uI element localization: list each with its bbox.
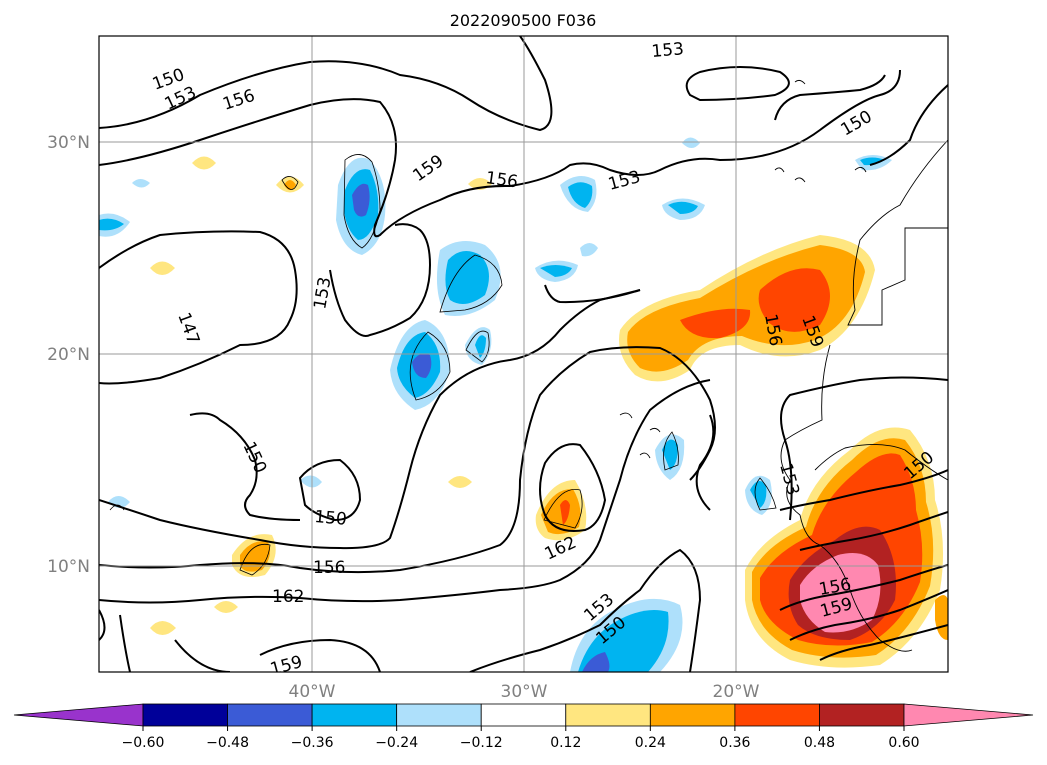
colorbar-segment (819, 703, 905, 727)
colorbar-segment (142, 703, 228, 727)
colorbar-tick-label: 0.12 (550, 735, 581, 751)
lat-label: 10°N (47, 557, 90, 577)
contour-label: 162 (272, 587, 304, 607)
contour-label: 156 (484, 168, 519, 192)
negative-anomaly-fills (99, 137, 892, 672)
contour-label: 156 (313, 558, 345, 578)
colorbar-segment (565, 703, 651, 727)
colorbar: −0.60 −0.48 −0.36 −0.24 −0.12 0.12 0.24 0.36 0.4… (13, 703, 1034, 751)
colorbar-extend-low (13, 703, 144, 727)
lon-label: 20°W (713, 682, 760, 702)
colorbar-extend-high (903, 703, 1034, 727)
colorbar-tick-label: −0.12 (460, 735, 503, 751)
coastlines (619, 79, 948, 652)
colorbar-segment (311, 703, 398, 727)
map-panel: 150 153 156 153 159 156 153 150 153 147 … (99, 36, 948, 680)
colorbar-tick-label: −0.48 (206, 735, 249, 751)
latitude-labels: 30°N 20°N 10°N (47, 133, 90, 577)
colorbar-tick-label: 0.60 (888, 735, 919, 751)
colorbar-segment (734, 703, 820, 727)
height-contours (99, 36, 948, 672)
colorbar-tick-label: −0.60 (122, 735, 165, 751)
lon-label: 30°W (501, 682, 548, 702)
colorbar-tick-label: −0.24 (375, 735, 418, 751)
lat-label: 20°N (47, 345, 90, 365)
map-frame (98, 35, 949, 673)
anomaly-outlines (109, 154, 777, 576)
figure-title: 2022090500 F036 (450, 11, 597, 30)
colorbar-tick-label: 0.36 (719, 735, 750, 751)
colorbar-segment (649, 703, 736, 727)
graticule (99, 36, 948, 672)
contour-label: 153 (651, 39, 685, 62)
colorbar-tick-label: 0.48 (804, 735, 835, 751)
lat-label: 30°N (47, 133, 90, 153)
contour-label: 159 (268, 652, 305, 680)
colorbar-tick-label: 0.24 (635, 735, 666, 751)
colorbar-segment (480, 703, 567, 727)
lon-label: 40°W (289, 682, 336, 702)
colorbar-segment (396, 703, 482, 727)
colorbar-segment (227, 703, 313, 727)
contour-label: 150 (314, 507, 348, 530)
longitude-labels: 40°W 30°W 20°W (289, 682, 760, 702)
colorbar-tick-label: −0.36 (291, 735, 334, 751)
